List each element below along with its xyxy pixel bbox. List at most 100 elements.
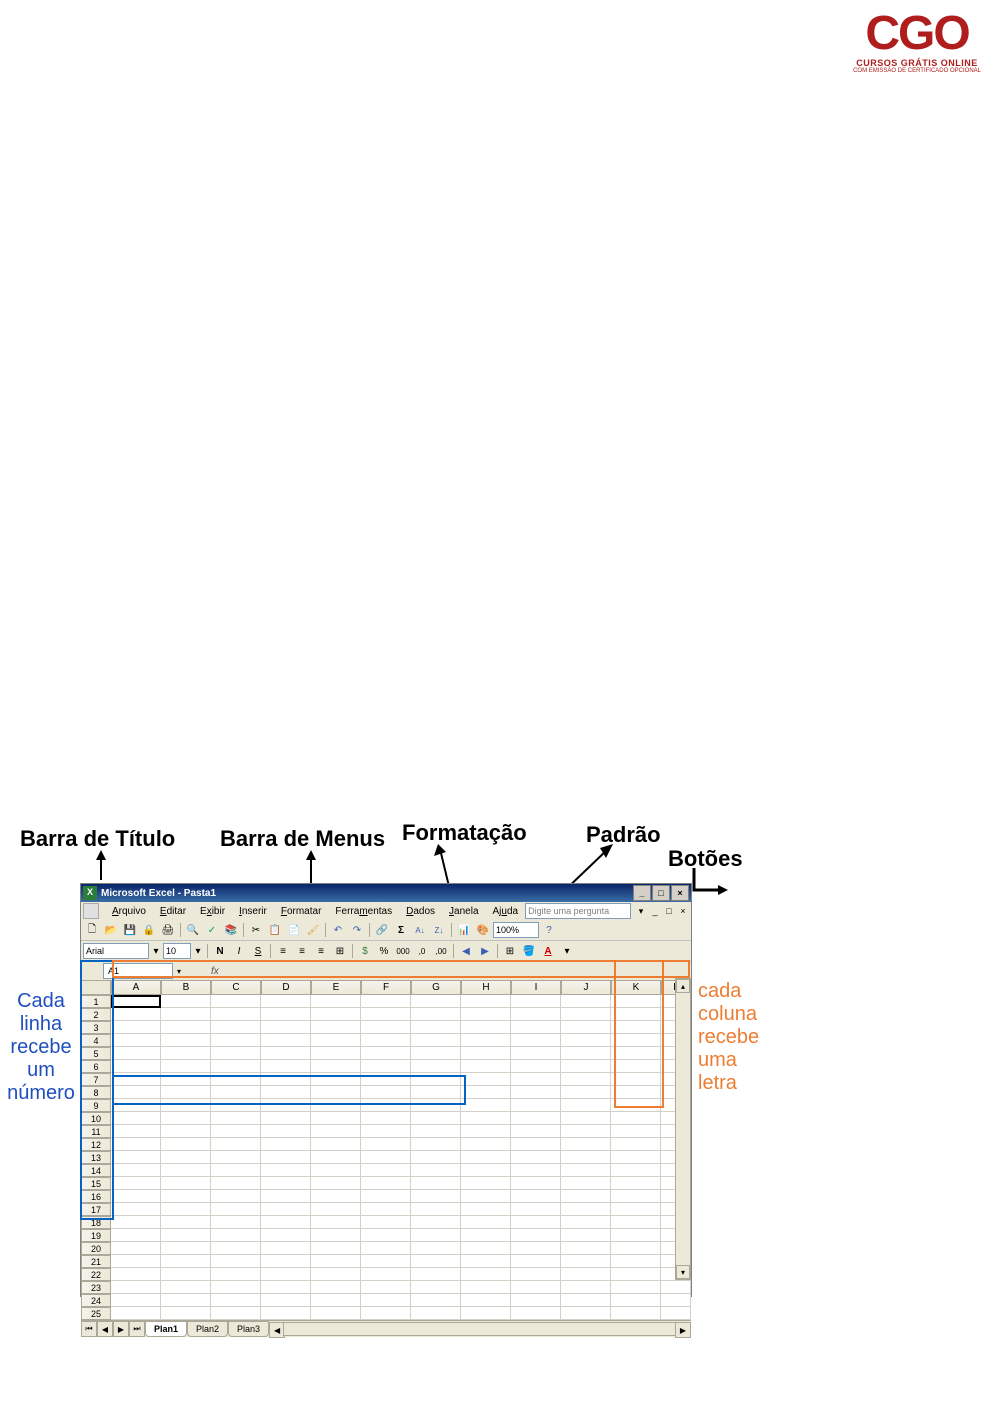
cell[interactable]: [361, 1190, 411, 1203]
cell[interactable]: [561, 1255, 611, 1268]
cell[interactable]: [161, 1164, 211, 1177]
cell[interactable]: [461, 1268, 511, 1281]
save-icon[interactable]: 💾: [121, 921, 139, 939]
cell[interactable]: [311, 1294, 361, 1307]
cell[interactable]: [611, 1073, 661, 1086]
paste-icon[interactable]: 📄: [285, 921, 303, 939]
cell[interactable]: [211, 1112, 261, 1125]
cell[interactable]: [561, 995, 611, 1008]
cell[interactable]: [161, 1281, 211, 1294]
cell[interactable]: [211, 1138, 261, 1151]
close-button[interactable]: ×: [671, 885, 689, 901]
cell[interactable]: [461, 1112, 511, 1125]
cell[interactable]: [311, 1099, 361, 1112]
column-header-a[interactable]: A: [111, 980, 161, 995]
cell[interactable]: [111, 1086, 161, 1099]
cell[interactable]: [261, 1268, 311, 1281]
drawing-icon[interactable]: 🎨: [474, 921, 492, 939]
hyperlink-icon[interactable]: 🔗: [373, 921, 391, 939]
cell[interactable]: [261, 1177, 311, 1190]
cell[interactable]: [111, 995, 161, 1008]
cell[interactable]: [511, 1190, 561, 1203]
row-header-4[interactable]: 4: [81, 1034, 111, 1047]
cell[interactable]: [611, 1008, 661, 1021]
cell[interactable]: [411, 1047, 461, 1060]
cell[interactable]: [511, 1125, 561, 1138]
cell[interactable]: [311, 1047, 361, 1060]
cell[interactable]: [561, 1190, 611, 1203]
cell[interactable]: [611, 1216, 661, 1229]
cell[interactable]: [111, 1138, 161, 1151]
tab-nav-prev-icon[interactable]: ◀: [97, 1321, 113, 1337]
cell[interactable]: [461, 1307, 511, 1320]
cell[interactable]: [311, 1203, 361, 1216]
cell[interactable]: [161, 1255, 211, 1268]
doc-minimize-button[interactable]: ▾: [635, 905, 647, 917]
scroll-down-icon[interactable]: ▾: [676, 1265, 690, 1279]
cell[interactable]: [561, 1112, 611, 1125]
column-header-h[interactable]: H: [461, 980, 511, 995]
cell[interactable]: [211, 1047, 261, 1060]
cell[interactable]: [161, 1073, 211, 1086]
cell[interactable]: [611, 1151, 661, 1164]
increase-decimal-icon[interactable]: ,0: [413, 942, 431, 960]
cell[interactable]: [511, 1112, 561, 1125]
cell[interactable]: [261, 1190, 311, 1203]
cell[interactable]: [611, 1229, 661, 1242]
cell[interactable]: [261, 1229, 311, 1242]
cell[interactable]: [111, 1268, 161, 1281]
cell[interactable]: [361, 1203, 411, 1216]
cell[interactable]: [161, 1177, 211, 1190]
cell[interactable]: [561, 1281, 611, 1294]
cell[interactable]: [161, 1268, 211, 1281]
cell[interactable]: [261, 1307, 311, 1320]
cell[interactable]: [361, 1086, 411, 1099]
cell[interactable]: [611, 1203, 661, 1216]
cell[interactable]: [561, 1008, 611, 1021]
column-header-c[interactable]: C: [211, 980, 261, 995]
cell[interactable]: [111, 1294, 161, 1307]
column-header-e[interactable]: E: [311, 980, 361, 995]
redo-icon[interactable]: ↷: [348, 921, 366, 939]
cell[interactable]: [361, 1073, 411, 1086]
cell[interactable]: [661, 1307, 691, 1320]
row-header-5[interactable]: 5: [81, 1047, 111, 1060]
cell[interactable]: [561, 1099, 611, 1112]
cell[interactable]: [411, 1203, 461, 1216]
cell[interactable]: [111, 1099, 161, 1112]
cell[interactable]: [511, 1008, 561, 1021]
cell[interactable]: [311, 1073, 361, 1086]
cell[interactable]: [211, 1294, 261, 1307]
doc-close-button[interactable]: ×: [677, 905, 689, 917]
font-name-dropdown-icon[interactable]: ▾: [150, 942, 162, 960]
cell[interactable]: [561, 1242, 611, 1255]
cell[interactable]: [211, 1099, 261, 1112]
cell[interactable]: [461, 1177, 511, 1190]
sort-desc-icon[interactable]: Z↓: [430, 921, 448, 939]
cell[interactable]: [461, 1190, 511, 1203]
cell[interactable]: [161, 1047, 211, 1060]
open-icon[interactable]: 📂: [102, 921, 120, 939]
cell[interactable]: [211, 1242, 261, 1255]
horizontal-scrollbar[interactable]: ◀ ▶: [269, 1322, 691, 1336]
cell[interactable]: [161, 1112, 211, 1125]
cell[interactable]: [311, 1164, 361, 1177]
cell[interactable]: [611, 1125, 661, 1138]
cell[interactable]: [561, 1268, 611, 1281]
cell[interactable]: [411, 1255, 461, 1268]
cell[interactable]: [561, 1177, 611, 1190]
cell[interactable]: [361, 1164, 411, 1177]
cell[interactable]: [511, 1151, 561, 1164]
tab-nav-first-icon[interactable]: ⏮: [81, 1321, 97, 1337]
cell[interactable]: [111, 1112, 161, 1125]
cell[interactable]: [211, 1086, 261, 1099]
cell[interactable]: [611, 1086, 661, 1099]
cell[interactable]: [161, 1060, 211, 1073]
percent-icon[interactable]: %: [375, 942, 393, 960]
cell[interactable]: [461, 1294, 511, 1307]
doc-minimize2-button[interactable]: _: [649, 905, 661, 917]
cell[interactable]: [561, 1294, 611, 1307]
cell[interactable]: [311, 1268, 361, 1281]
menu-exibir[interactable]: Exibir: [193, 906, 232, 917]
spellcheck-icon[interactable]: ✓: [203, 921, 221, 939]
